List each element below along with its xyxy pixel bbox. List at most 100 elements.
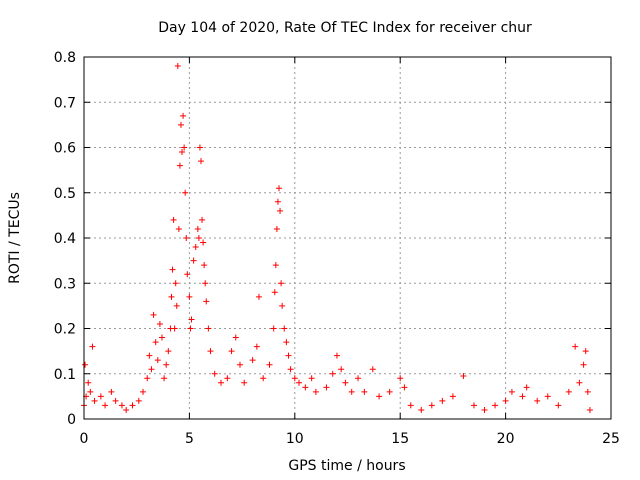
x-axis-label: GPS time / hours — [288, 458, 405, 474]
data-point — [148, 366, 155, 373]
y-tick-label: 0.4 — [54, 231, 76, 247]
y-tick-label: 0.3 — [54, 276, 76, 292]
data-point — [201, 262, 208, 269]
data-point — [407, 402, 414, 409]
data-point — [140, 388, 147, 395]
data-point — [481, 406, 488, 413]
data-point — [241, 379, 248, 386]
data-point — [523, 384, 530, 391]
data-point — [174, 63, 181, 70]
data-point — [180, 112, 187, 119]
data-point — [175, 225, 182, 232]
data-point — [449, 393, 456, 400]
data-point — [152, 339, 159, 346]
data-point — [173, 302, 180, 309]
data-point — [355, 375, 362, 382]
data-point — [97, 393, 104, 400]
data-point — [102, 402, 109, 409]
data-point — [376, 393, 383, 400]
data-point — [82, 361, 89, 368]
data-point — [576, 379, 583, 386]
data-point — [123, 406, 130, 413]
y-axis-ticks: 0 0.1 0.2 0.3 0.4 0.5 0.6 0.7 0.8 — [54, 50, 611, 428]
data-point — [165, 348, 172, 355]
data-points — [81, 63, 593, 413]
x-tick-label: 25 — [602, 431, 620, 447]
y-axis-label: ROTI / TECUs — [7, 192, 23, 284]
data-point — [308, 375, 315, 382]
data-point — [584, 388, 591, 395]
data-point — [135, 397, 142, 404]
data-point — [255, 293, 262, 300]
data-point — [89, 343, 96, 350]
data-point — [260, 375, 267, 382]
data-point — [555, 402, 562, 409]
data-point — [329, 370, 336, 377]
y-tick-label: 0.8 — [54, 50, 76, 66]
data-point — [205, 325, 212, 332]
data-point — [249, 357, 256, 364]
plot-frame — [83, 56, 612, 420]
data-point — [200, 239, 207, 246]
data-point — [168, 293, 175, 300]
y-tick-label: 0 — [67, 412, 76, 428]
data-point — [91, 397, 98, 404]
data-point — [418, 406, 425, 413]
data-point — [323, 384, 330, 391]
data-point — [194, 225, 201, 232]
data-point — [211, 370, 218, 377]
data-point — [196, 144, 203, 151]
data-point — [192, 244, 199, 251]
x-tick-label: 0 — [80, 431, 89, 447]
data-point — [108, 388, 115, 395]
data-point — [274, 198, 281, 205]
data-point — [197, 158, 204, 165]
data-point — [586, 406, 593, 413]
data-point — [183, 235, 190, 241]
data-point — [195, 235, 202, 241]
y-tick-label: 0.2 — [54, 322, 76, 338]
y-tick-label: 0.7 — [54, 95, 76, 111]
y-tick-label: 0.1 — [54, 367, 76, 383]
x-tick-label: 5 — [185, 431, 194, 447]
data-point — [186, 293, 193, 300]
data-point — [85, 379, 92, 386]
data-point — [154, 357, 161, 364]
data-point — [283, 339, 290, 346]
data-point — [253, 343, 260, 350]
x-tick-label: 15 — [391, 431, 409, 447]
data-point — [177, 121, 184, 128]
data-point — [342, 379, 349, 386]
data-point — [291, 375, 298, 382]
data-point — [218, 379, 225, 386]
data-point — [118, 402, 125, 409]
data-point — [150, 311, 157, 318]
data-point — [565, 388, 572, 395]
data-point — [279, 302, 286, 309]
data-point — [184, 271, 191, 278]
data-point — [129, 402, 136, 409]
data-point — [492, 402, 499, 409]
data-point — [224, 375, 231, 382]
data-point — [161, 375, 168, 382]
data-point — [163, 361, 170, 368]
data-point — [207, 348, 214, 355]
data-point — [338, 366, 345, 373]
y-tick-label: 0.5 — [54, 186, 76, 202]
data-point — [199, 216, 206, 223]
data-point — [275, 185, 282, 192]
data-point — [179, 149, 186, 156]
data-point — [182, 189, 189, 196]
x-tick-label: 10 — [286, 431, 304, 447]
data-point — [544, 393, 551, 400]
data-point — [460, 373, 467, 380]
data-point — [281, 325, 288, 332]
data-point — [287, 366, 294, 373]
data-point — [439, 397, 446, 404]
data-point — [470, 402, 477, 409]
data-point — [428, 402, 435, 409]
data-point — [190, 257, 197, 264]
data-point — [203, 298, 210, 305]
chart-title: Day 104 of 2020, Rate Of TEC Index for r… — [158, 20, 532, 36]
data-point — [270, 325, 277, 332]
